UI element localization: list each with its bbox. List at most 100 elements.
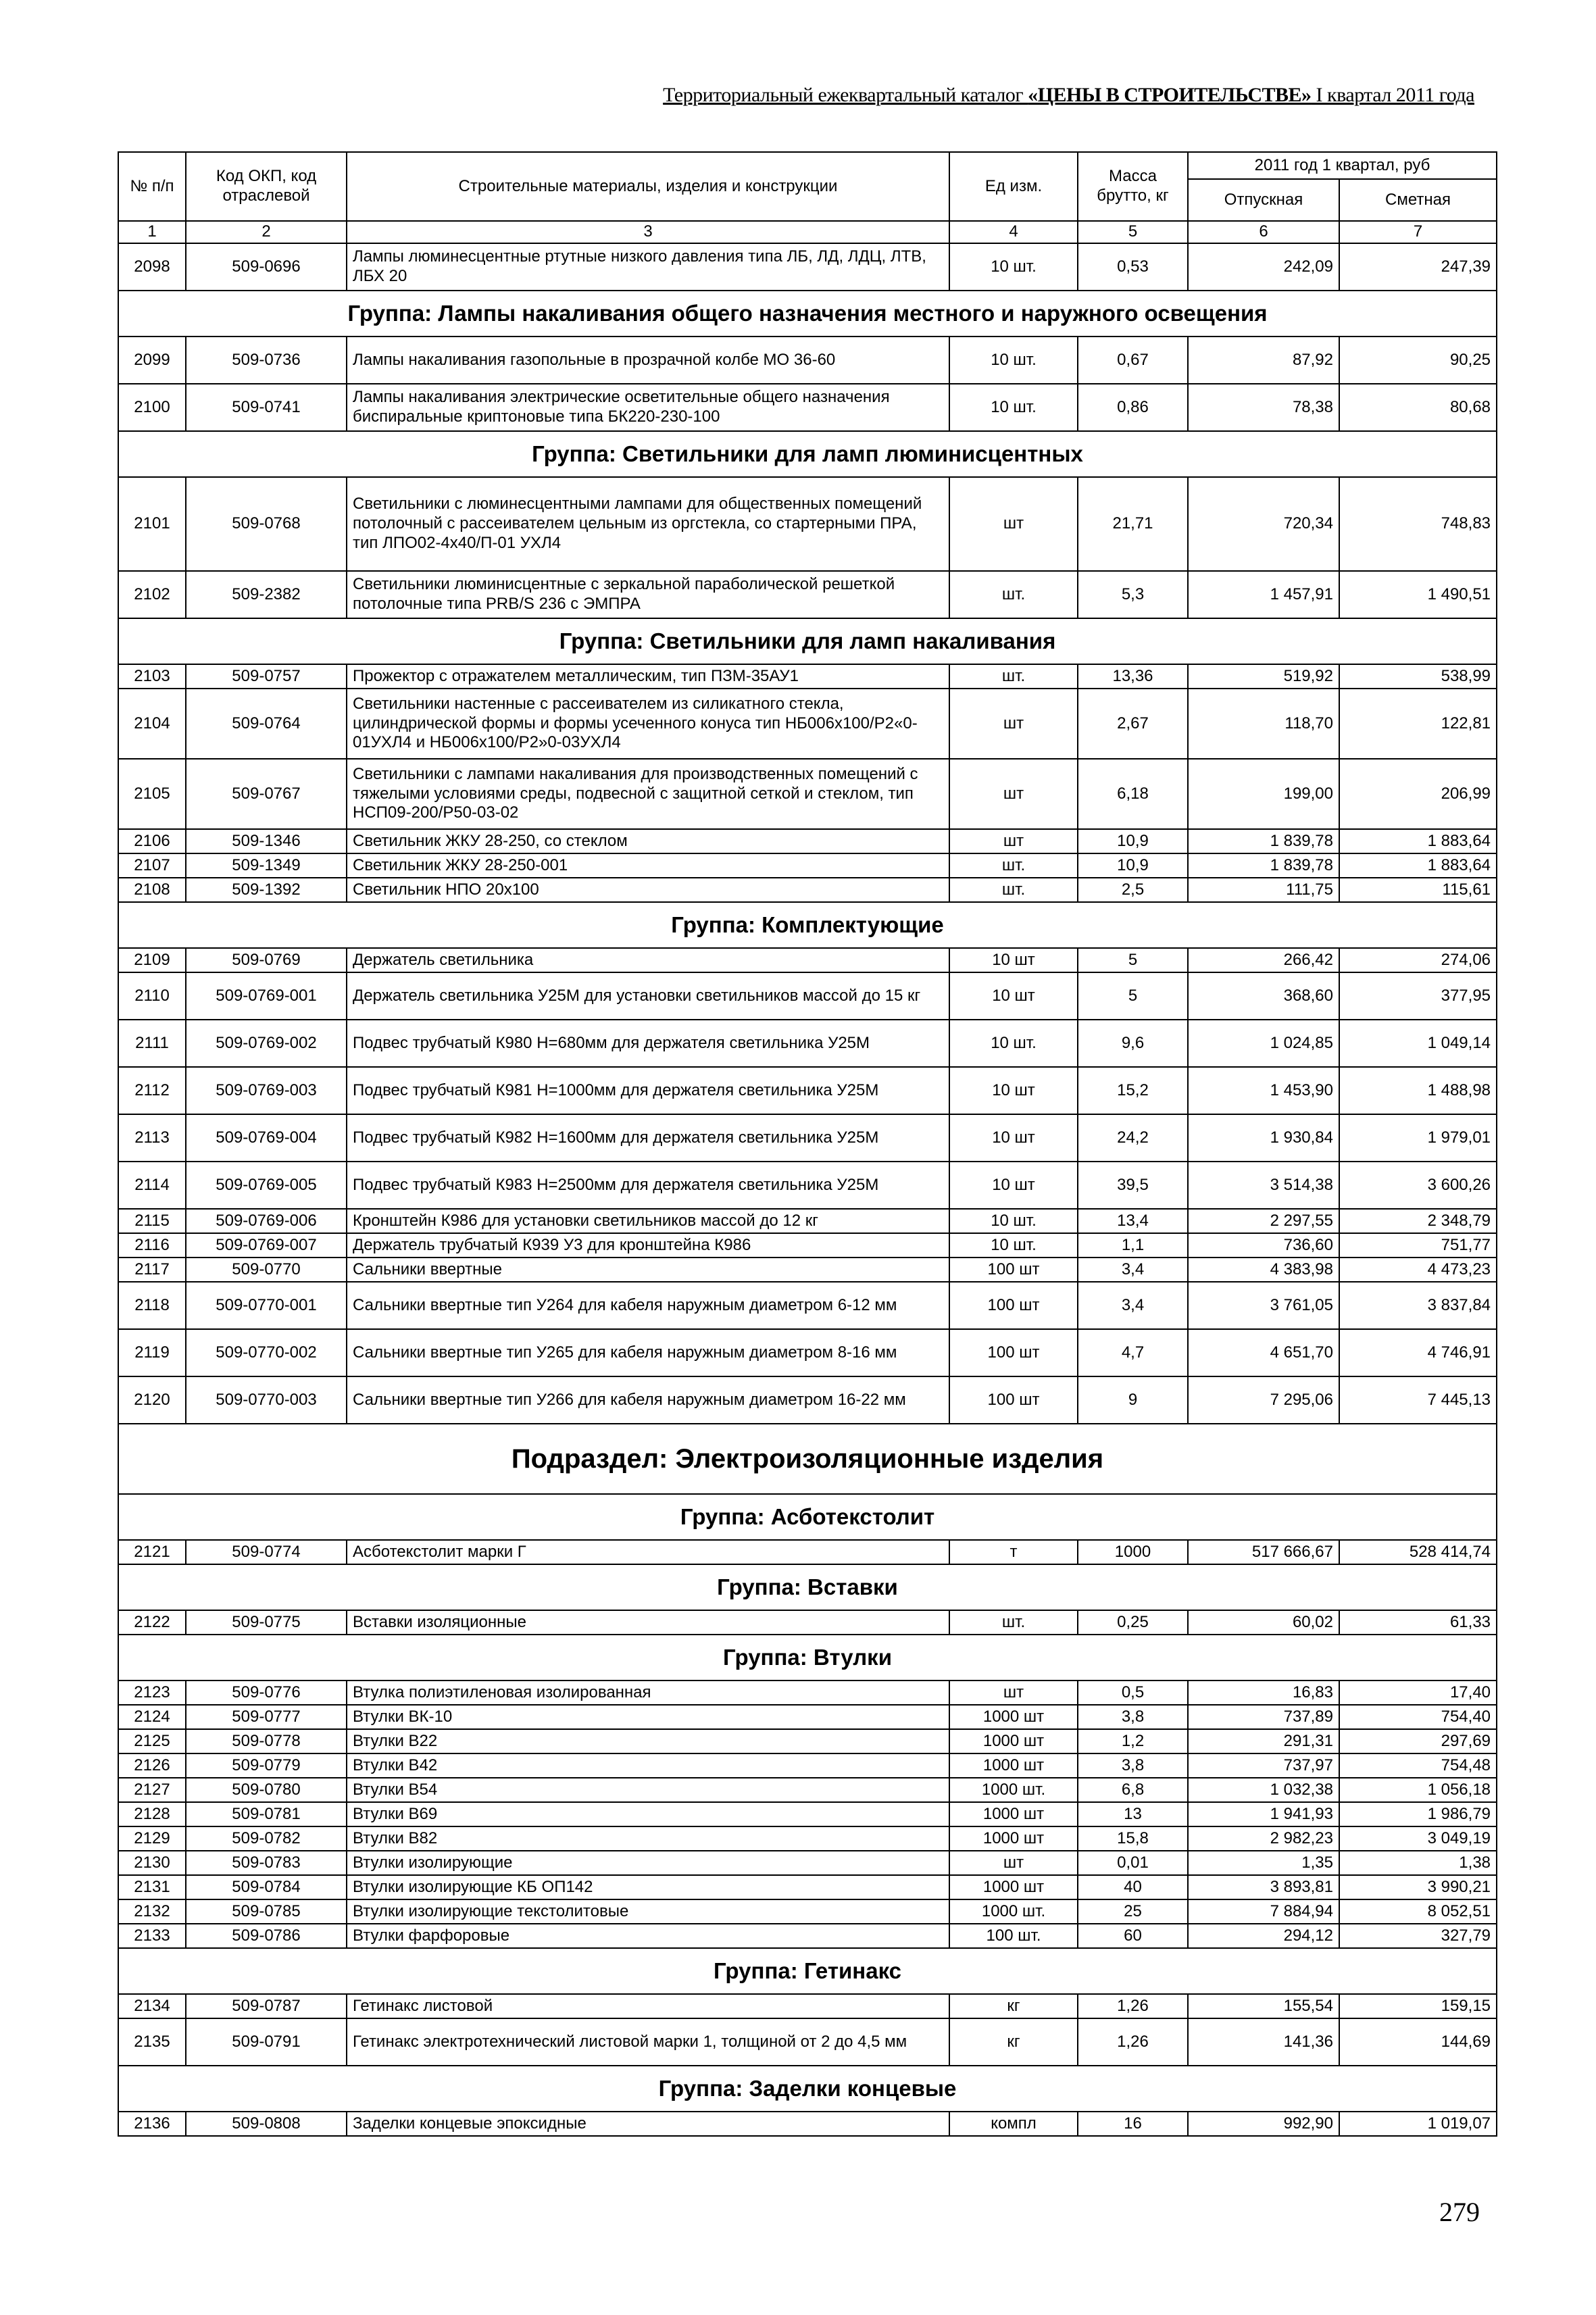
table-row: 2127 509-0780 Втулки В54 1000 шт. 6,8 1 032,3… [118, 1777, 1498, 1803]
col-header-unit: Ед изм. [949, 151, 1078, 222]
row-mass: 15,8 [1077, 1826, 1189, 1851]
table-row: 2107 509-1349 Светильник ЖКУ 28-250-001 шт.… [118, 853, 1498, 878]
table-row: 2116 509-0769-007 Держатель трубчатый К939… [118, 1233, 1498, 1258]
row-unit: шт [949, 758, 1078, 830]
row-mass: 4,7 [1077, 1328, 1189, 1377]
row-code: 509-0791 [185, 2018, 347, 2066]
row-unit: шт. [949, 570, 1078, 619]
col-header-release-price: Отпускная [1187, 178, 1340, 222]
row-code: 509-0757 [185, 664, 347, 689]
row-name: Сальники ввертные [346, 1257, 950, 1283]
row-number: 2136 [118, 2111, 186, 2137]
row-release-price: 111,75 [1187, 877, 1340, 903]
row-number: 2111 [118, 1019, 186, 1068]
row-code: 509-0786 [185, 1923, 347, 1949]
group-title: Группа: Заделки концевые [117, 2065, 1498, 2112]
row-release-price: 1 024,85 [1187, 1019, 1340, 1068]
row-estimate-price: 144,69 [1338, 2018, 1498, 2066]
row-mass: 13,36 [1077, 664, 1189, 689]
row-code: 509-0780 [185, 1777, 347, 1803]
table-row: 2123 509-0776 Втулка полиэтиленовая изолир… [118, 1680, 1498, 1706]
group-title: Группа: Светильники для ламп люминисцент… [117, 430, 1498, 478]
row-release-price: 242,09 [1187, 243, 1340, 291]
col-header-code: Код ОКП, код отраслевой [185, 151, 347, 222]
row-mass: 1,26 [1077, 2018, 1189, 2066]
row-release-price: 199,00 [1187, 758, 1340, 830]
row-mass: 40 [1077, 1874, 1189, 1900]
column-number: 5 [1077, 220, 1189, 244]
row-name: Кронштейн К986 для установки светильнико… [346, 1208, 950, 1234]
row-release-price: 3 761,05 [1187, 1281, 1340, 1330]
row-unit: 10 шт. [949, 383, 1078, 432]
row-code: 509-0768 [185, 476, 347, 572]
row-unit: 100 шт. [949, 1923, 1078, 1949]
row-estimate-price: 4 746,91 [1338, 1328, 1498, 1377]
row-release-price: 517 666,67 [1187, 1539, 1340, 1565]
row-unit: 10 шт. [949, 1208, 1078, 1234]
col-header-name: Строительные материалы, изделия и констр… [346, 151, 950, 222]
row-number: 2128 [118, 1801, 186, 1827]
table-row: 2125 509-0778 Втулки В22 1000 шт 1,2 291,31 29… [118, 1728, 1498, 1754]
row-number: 2120 [118, 1376, 186, 1424]
group-row: Группа: Светильники для ламп люминисцент… [117, 430, 1498, 478]
col-header-price-group: 2011 год 1 квартал, руб [1187, 151, 1498, 180]
row-estimate-price: 274,06 [1338, 947, 1498, 973]
row-code: 509-0781 [185, 1801, 347, 1827]
row-unit: 100 шт [949, 1328, 1078, 1377]
row-name: Держатель светильника [346, 947, 950, 973]
row-code: 509-0764 [185, 688, 347, 760]
row-name: Гетинакс листовой [346, 1993, 950, 2019]
table-row: 2106 509-1346 Светильник ЖКУ 28-250, со ст… [118, 828, 1498, 854]
table-row: 2122 509-0775 Вставки изоляционные шт. 0,25 6… [118, 1610, 1498, 1635]
row-estimate-price: 1 883,64 [1338, 828, 1498, 854]
row-mass: 21,71 [1077, 476, 1189, 572]
row-unit: 1000 шт [949, 1704, 1078, 1730]
row-estimate-price: 122,81 [1338, 688, 1498, 760]
row-code: 509-0785 [185, 1899, 347, 1924]
table-row: 2129 509-0782 Втулки В82 1000 шт 15,8 2 982,2… [118, 1826, 1498, 1851]
row-unit: 10 шт [949, 947, 1078, 973]
row-name: Светильники с лампами накаливания для пр… [346, 758, 950, 830]
row-name: Светильник ЖКУ 28-250, со стеклом [346, 828, 950, 854]
table-row: 2112 509-0769-003 Подвес трубчатый К981 Н=… [118, 1066, 1498, 1115]
row-estimate-price: 297,69 [1338, 1728, 1498, 1754]
group-title: Группа: Вставки [117, 1564, 1498, 1611]
row-name: Лампы накаливания газопольные в прозрачн… [346, 336, 950, 384]
row-unit: т [949, 1539, 1078, 1565]
row-code: 509-0769-005 [185, 1161, 347, 1210]
row-number: 2134 [118, 1993, 186, 2019]
row-code: 509-0770-002 [185, 1328, 347, 1377]
row-release-price: 7 295,06 [1187, 1376, 1340, 1424]
row-estimate-price: 4 473,23 [1338, 1257, 1498, 1283]
row-number: 2116 [118, 1233, 186, 1258]
title-prefix: Территориальный ежеквартальный каталог [663, 84, 1028, 106]
row-number: 2122 [118, 1610, 186, 1635]
row-name: Втулки В82 [346, 1826, 950, 1851]
row-unit: шт. [949, 1610, 1078, 1635]
row-unit: 1000 шт [949, 1728, 1078, 1754]
row-estimate-price: 751,77 [1338, 1233, 1498, 1258]
row-estimate-price: 7 445,13 [1338, 1376, 1498, 1424]
row-unit: 10 шт. [949, 1019, 1078, 1068]
table-row: 2115 509-0769-006 Кронштейн К986 для устан… [118, 1208, 1498, 1234]
group-row: Группа: Заделки концевые [117, 2065, 1498, 2112]
row-code: 509-0769-007 [185, 1233, 347, 1258]
row-name: Сальники ввертные тип У264 для кабеля на… [346, 1281, 950, 1330]
row-estimate-price: 1 490,51 [1338, 570, 1498, 619]
row-unit: шт [949, 1680, 1078, 1706]
row-name: Втулки В54 [346, 1777, 950, 1803]
row-estimate-price: 247,39 [1338, 243, 1498, 291]
row-release-price: 78,38 [1187, 383, 1340, 432]
row-mass: 3,8 [1077, 1704, 1189, 1730]
row-estimate-price: 159,15 [1338, 1993, 1498, 2019]
row-release-price: 1 032,38 [1187, 1777, 1340, 1803]
row-unit: 1000 шт [949, 1753, 1078, 1778]
row-unit: шт. [949, 664, 1078, 689]
column-number: 6 [1187, 220, 1340, 244]
row-estimate-price: 80,68 [1338, 383, 1498, 432]
table-row: 2104 509-0764 Светильники настенные с расс… [118, 688, 1498, 760]
table-row: 2135 509-0791 Гетинакс электротехнический … [118, 2018, 1498, 2066]
row-mass: 1000 [1077, 1539, 1189, 1565]
row-number: 2106 [118, 828, 186, 854]
